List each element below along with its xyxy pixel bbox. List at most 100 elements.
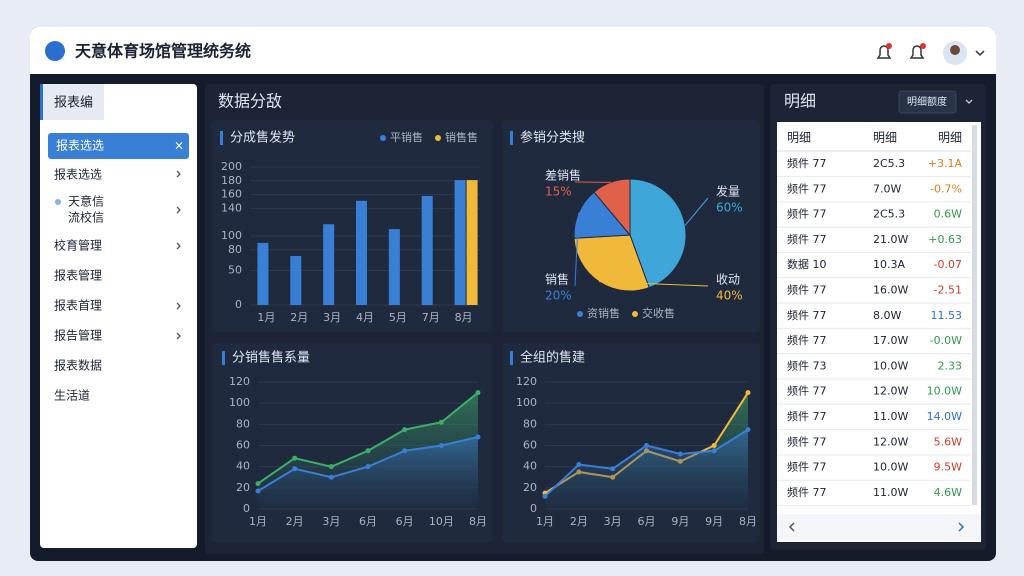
menu-item-active[interactable] xyxy=(48,133,189,159)
x-tick-label: 8月 xyxy=(739,515,757,528)
notification-icon[interactable] xyxy=(876,43,892,59)
x-tick-label: 3月 xyxy=(322,515,340,528)
sidebar-tab[interactable] xyxy=(40,84,104,120)
slice-label: 15% xyxy=(545,185,572,199)
slice-label: 20% xyxy=(545,289,572,303)
x-tick-label: 7月 xyxy=(422,311,440,324)
slice-label: 60% xyxy=(716,201,743,215)
table-cell: -0.7% xyxy=(930,182,962,195)
main-title: 数据分敌 xyxy=(218,92,282,111)
table-cell: 9.5W xyxy=(934,461,962,474)
leader-line xyxy=(574,212,580,287)
y-tick-label: 60 xyxy=(236,439,250,452)
point xyxy=(644,443,649,448)
legend-label: 资销售 xyxy=(587,306,620,320)
table-cell: 7.0W xyxy=(873,182,901,195)
menu-label[interactable]: 报表数据 xyxy=(54,358,102,373)
detail-button[interactable] xyxy=(898,90,957,114)
y-tick-label: 80 xyxy=(236,417,250,430)
menu-label[interactable]: 天意信 xyxy=(68,194,104,209)
y-tick-label: 60 xyxy=(523,439,537,452)
legend-swatch xyxy=(632,311,638,317)
x-tick-label: 9月 xyxy=(705,515,723,528)
slice-name: 收动 xyxy=(716,273,740,287)
bar xyxy=(257,242,269,305)
menu-label[interactable]: 流校信 xyxy=(68,210,104,225)
legend-swatch xyxy=(435,135,441,141)
point xyxy=(438,419,444,425)
table-cell: 11.0W xyxy=(873,410,908,423)
bar xyxy=(466,180,478,305)
menu-label[interactable]: 报告管理 xyxy=(54,328,102,343)
dropdown-caret[interactable] xyxy=(965,99,973,104)
menu-label[interactable]: 报表首理 xyxy=(54,298,102,313)
y-tick-label: 180 xyxy=(221,174,242,187)
x-tick-label: 2月 xyxy=(286,515,304,528)
prev-arrow[interactable] xyxy=(788,522,795,532)
point xyxy=(711,443,717,448)
alert-icon[interactable] xyxy=(909,43,926,59)
pie-slice xyxy=(593,178,631,237)
slice-name: 发量 xyxy=(716,184,740,199)
menu-label[interactable]: 校育管理 xyxy=(54,238,102,253)
slice-label: 40% xyxy=(716,289,743,303)
table-cell: 10.0W xyxy=(927,385,962,398)
chart-title: 分销售售系量 xyxy=(232,350,310,366)
table-cell: 0.6W xyxy=(934,208,962,221)
menu-label[interactable]: 报表选选 xyxy=(54,167,102,182)
x-tick-label: 9月 xyxy=(671,515,689,528)
x-tick-label: 6月 xyxy=(396,515,414,528)
bar xyxy=(421,195,433,305)
bar xyxy=(356,200,367,305)
x-tick-label: 10月 xyxy=(429,515,454,528)
area xyxy=(545,429,748,509)
point xyxy=(365,448,371,454)
close-icon[interactable]: × xyxy=(174,139,184,153)
x-tick-label: 2月 xyxy=(290,311,308,324)
y-tick-label: 80 xyxy=(523,417,537,430)
point xyxy=(475,434,481,440)
point xyxy=(328,464,334,470)
table-cell: 频件 77 xyxy=(787,434,827,448)
x-tick-label: 5月 xyxy=(389,311,407,324)
leader-line xyxy=(684,197,709,226)
y-tick-label: 0 xyxy=(530,502,537,515)
table-cell: 频件 77 xyxy=(787,283,827,297)
point xyxy=(292,455,298,461)
menu-label[interactable]: 报表管理 xyxy=(54,268,102,283)
table-cell: 频件 77 xyxy=(787,207,827,221)
point xyxy=(610,466,616,472)
table-cell: 8.0W xyxy=(873,309,901,322)
table-cell: 频件 77 xyxy=(787,232,827,246)
table-cell: -0.07 xyxy=(934,258,962,271)
x-tick-label: 1月 xyxy=(257,311,275,324)
tab-indicator xyxy=(40,84,43,120)
table-cell: 12.0W xyxy=(873,435,908,448)
table-cell: 频件 77 xyxy=(787,333,827,347)
point xyxy=(542,493,548,499)
avatar-head xyxy=(950,45,960,55)
scrollbar[interactable] xyxy=(972,125,977,505)
x-tick-label: 1月 xyxy=(536,515,554,528)
x-tick-label: 2月 xyxy=(570,515,588,528)
chart-title: 全组的售建 xyxy=(520,350,585,366)
table-cell: 16.0W xyxy=(873,284,908,297)
point xyxy=(292,466,298,472)
point xyxy=(576,462,582,468)
sidebar xyxy=(40,84,197,548)
menu-caret[interactable] xyxy=(975,50,985,57)
table-cell: -0.0W xyxy=(930,334,962,347)
title-marker xyxy=(510,131,513,145)
title-marker xyxy=(510,351,513,365)
table-cell: 频件 77 xyxy=(787,384,827,398)
table-cell: 频件 77 xyxy=(787,485,827,499)
x-tick-label: 4月 xyxy=(356,311,374,324)
x-tick-label: 3月 xyxy=(604,515,622,528)
legend-label: 交收售 xyxy=(642,306,675,320)
legend-label: 平销售 xyxy=(390,130,423,144)
next-arrow[interactable] xyxy=(958,522,965,532)
menu-label[interactable]: 生活道 xyxy=(54,389,90,403)
area xyxy=(258,437,478,509)
detail-table xyxy=(777,122,981,542)
bar xyxy=(454,180,466,305)
